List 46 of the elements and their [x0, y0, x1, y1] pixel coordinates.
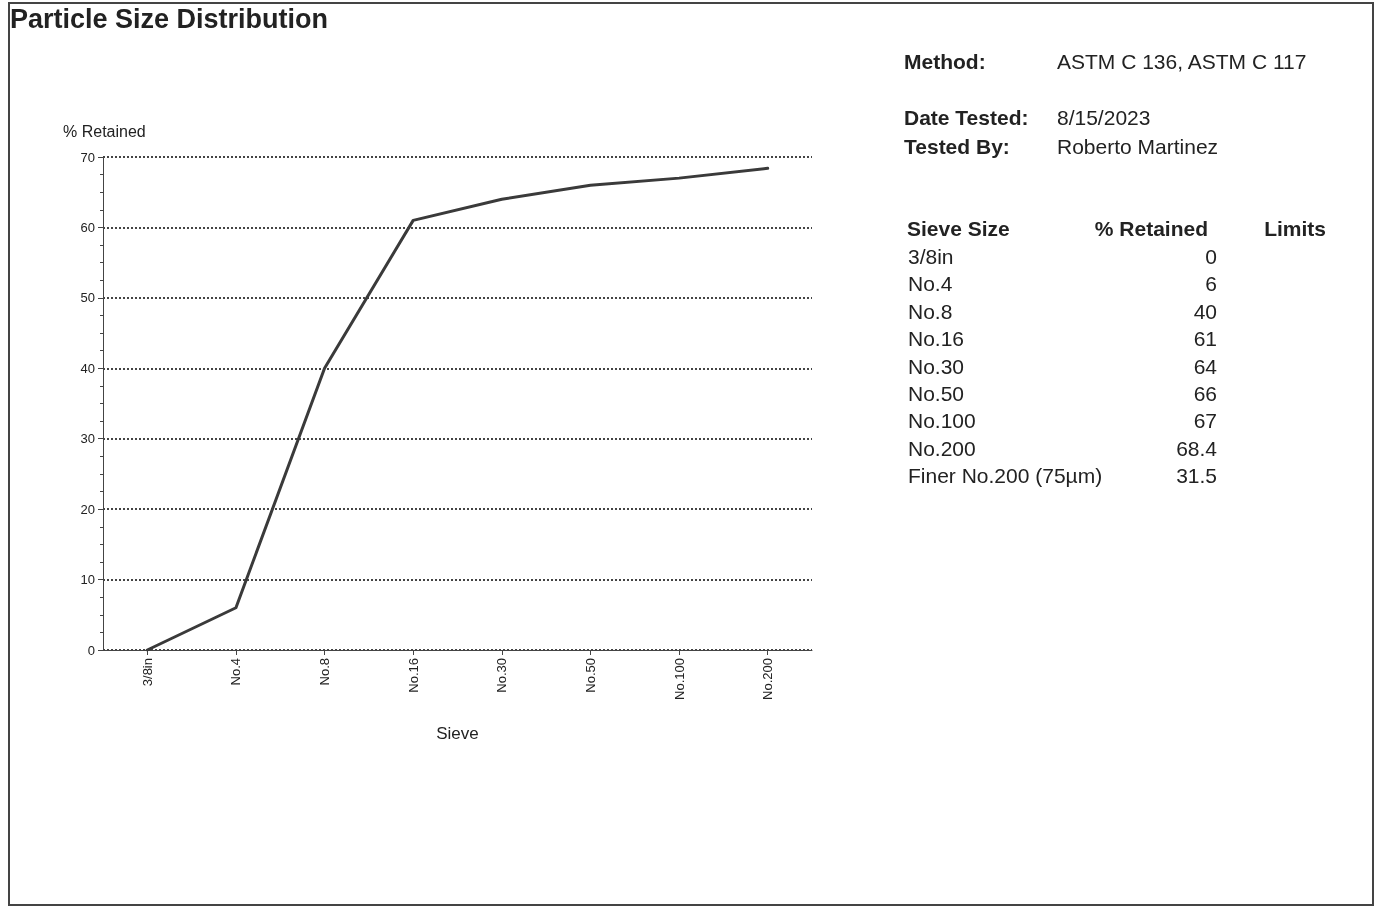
text: 31.5 — [1176, 464, 1217, 489]
text: Date Tested: — [904, 106, 1029, 130]
text: 0 — [1205, 245, 1217, 269]
x-tick-label: No.50 — [582, 658, 598, 693]
text: 61 — [1193, 327, 1217, 352]
y-tick-label: 20 — [80, 501, 95, 517]
text: No.8 — [908, 299, 953, 324]
text: 3/8in — [908, 245, 954, 269]
y-tick-label: 60 — [80, 219, 95, 235]
text: Limits — [1264, 217, 1326, 241]
x-tick-label: 3/8in — [139, 658, 155, 687]
x-axis-title: Sieve — [436, 724, 479, 743]
text: ASTM C 136, ASTM C 117 — [1057, 50, 1307, 74]
text: Sieve Size — [907, 217, 1010, 241]
y-tick-label: 70 — [80, 149, 95, 165]
text: No.200 — [908, 436, 976, 461]
chart-title: Particle Size Distribution — [10, 4, 329, 35]
text: Tested By: — [904, 135, 1010, 159]
y-tick-label: 50 — [80, 290, 95, 306]
text: No.16 — [908, 327, 965, 352]
y-tick-label: 10 — [80, 572, 95, 588]
y-axis-title: % Retained — [63, 122, 146, 140]
text: 64 — [1193, 354, 1217, 379]
text: No.4 — [908, 272, 953, 297]
text: Method: — [904, 50, 986, 74]
text: No.30 — [908, 354, 965, 379]
text: 8/15/2023 — [1057, 106, 1151, 130]
text: No.100 — [908, 409, 976, 434]
text: % Retained — [1094, 217, 1208, 241]
y-tick-label: 30 — [80, 431, 95, 447]
x-tick-label: No.4 — [228, 658, 244, 686]
text: 6 — [1205, 272, 1217, 297]
text: Finer No.200 (75µm) — [908, 464, 1103, 489]
text: 66 — [1193, 382, 1217, 406]
y-tick-label: 0 — [87, 642, 95, 658]
y-tick-label: 40 — [80, 360, 95, 376]
x-tick-label: No.30 — [494, 658, 510, 693]
x-tick-label: No.8 — [317, 658, 333, 686]
x-tick-label: No.100 — [671, 658, 687, 700]
text: Roberto Martinez — [1057, 135, 1219, 159]
x-tick-label: No.200 — [760, 658, 776, 700]
text: 68.4 — [1176, 436, 1217, 461]
x-tick-label: No.16 — [405, 658, 421, 693]
text: 67 — [1193, 409, 1217, 434]
text: No.50 — [908, 382, 965, 406]
text: 40 — [1193, 299, 1217, 324]
